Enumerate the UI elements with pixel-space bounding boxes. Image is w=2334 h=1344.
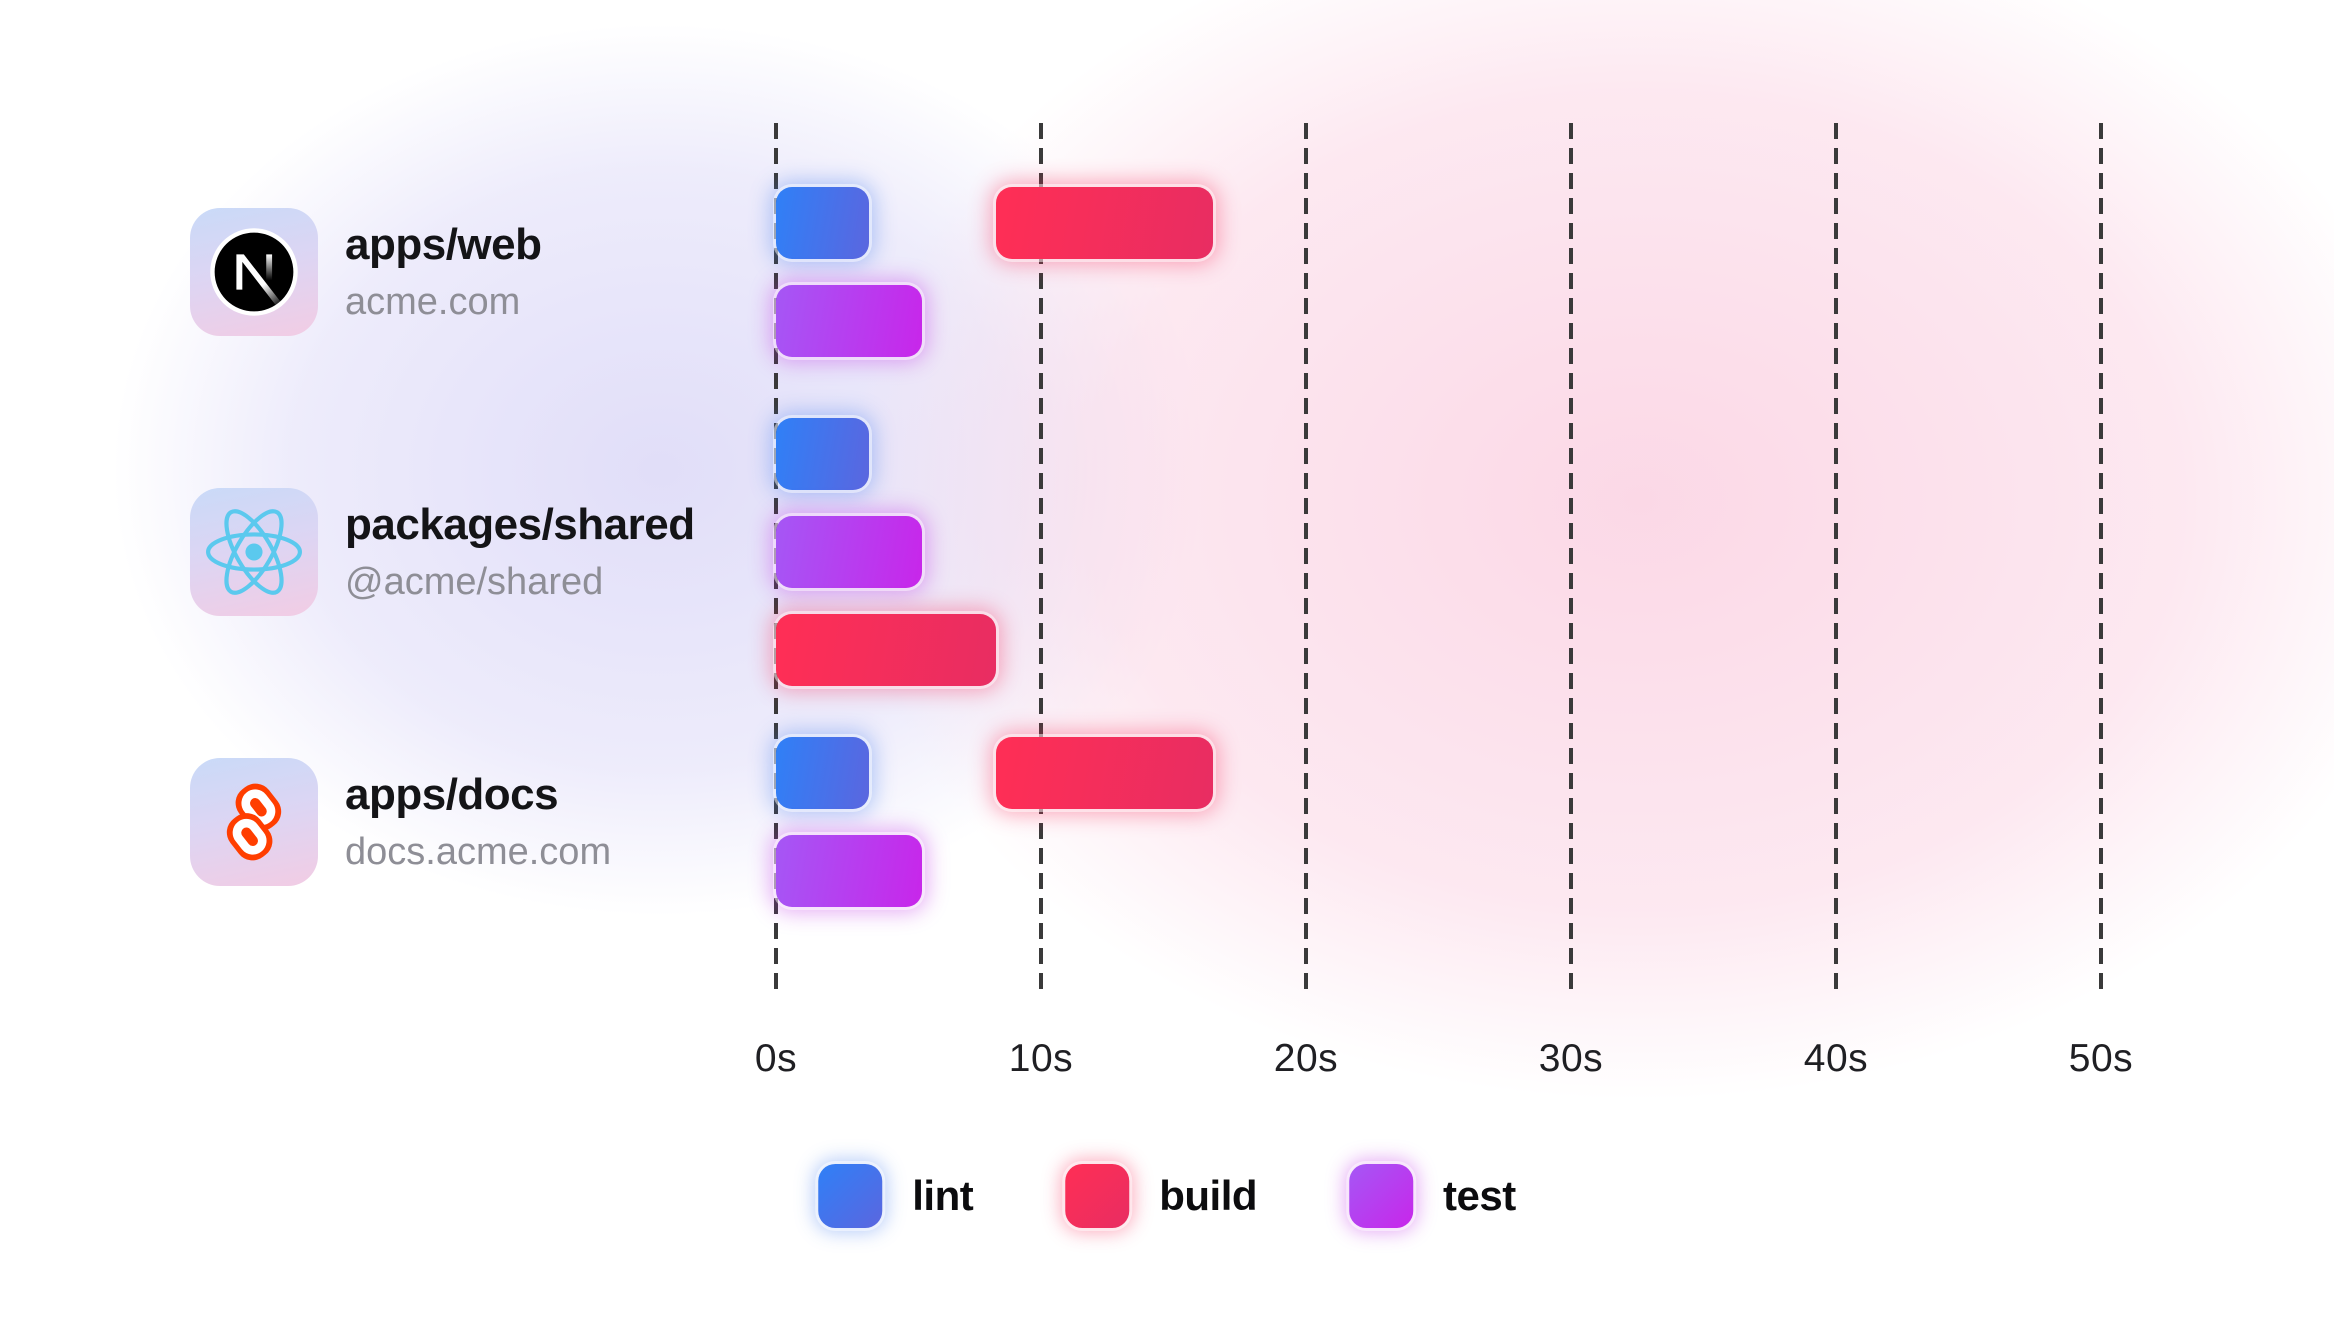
legend-swatch-build (1065, 1164, 1130, 1228)
package-label-block: apps/web acme.com (345, 220, 542, 323)
package-title: apps/web (345, 220, 542, 269)
package-title: apps/docs (345, 770, 559, 819)
task-bar-build (995, 737, 1214, 809)
package-icon-tile (190, 758, 318, 886)
package-subtitle: docs.acme.com (345, 831, 612, 873)
axis-tick-label: 50s (2068, 1037, 2134, 1080)
gridline (2099, 123, 2103, 994)
task-bar-test (776, 516, 922, 588)
legend-item-lint: lint (818, 1164, 974, 1228)
task-bar-lint (776, 737, 869, 809)
task-bar-test (776, 285, 922, 357)
task-bar-build (776, 614, 996, 686)
task-bar-build (995, 187, 1214, 259)
gridline (1039, 123, 1043, 994)
svelte-icon (226, 783, 282, 861)
nextjs-icon (210, 228, 298, 316)
gridline (1569, 123, 1573, 994)
axis-tick-label: 40s (1803, 1037, 1869, 1080)
legend-label: lint (912, 1172, 974, 1219)
axis-tick-label: 20s (1273, 1037, 1339, 1080)
package-label-block: apps/docs docs.acme.com (345, 770, 612, 873)
package-icon-tile (190, 208, 318, 336)
legend-label: test (1443, 1172, 1516, 1219)
package-title: packages/shared (345, 500, 695, 549)
legend-swatch-test (1349, 1164, 1414, 1228)
axis-tick-label: 30s (1538, 1037, 1604, 1080)
axis-tick-label: 10s (1008, 1037, 1074, 1080)
task-bar-lint (776, 418, 869, 490)
legend-item-build: build (1065, 1164, 1258, 1228)
package-subtitle: acme.com (345, 281, 521, 323)
package-label-block: packages/shared @acme/shared (345, 500, 695, 603)
axis-tick-label: 0s (754, 1037, 798, 1080)
gridline (1834, 123, 1838, 994)
gridline (1304, 123, 1308, 994)
legend-item-test: test (1349, 1164, 1516, 1228)
task-bar-lint (776, 187, 869, 259)
react-icon (206, 509, 302, 595)
package-icon-tile (190, 488, 318, 616)
legend-swatch-lint (818, 1164, 883, 1228)
legend-label: build (1159, 1172, 1258, 1219)
task-bar-test (776, 835, 922, 907)
legend: lint build test (818, 1164, 1516, 1228)
package-subtitle: @acme/shared (345, 561, 604, 603)
